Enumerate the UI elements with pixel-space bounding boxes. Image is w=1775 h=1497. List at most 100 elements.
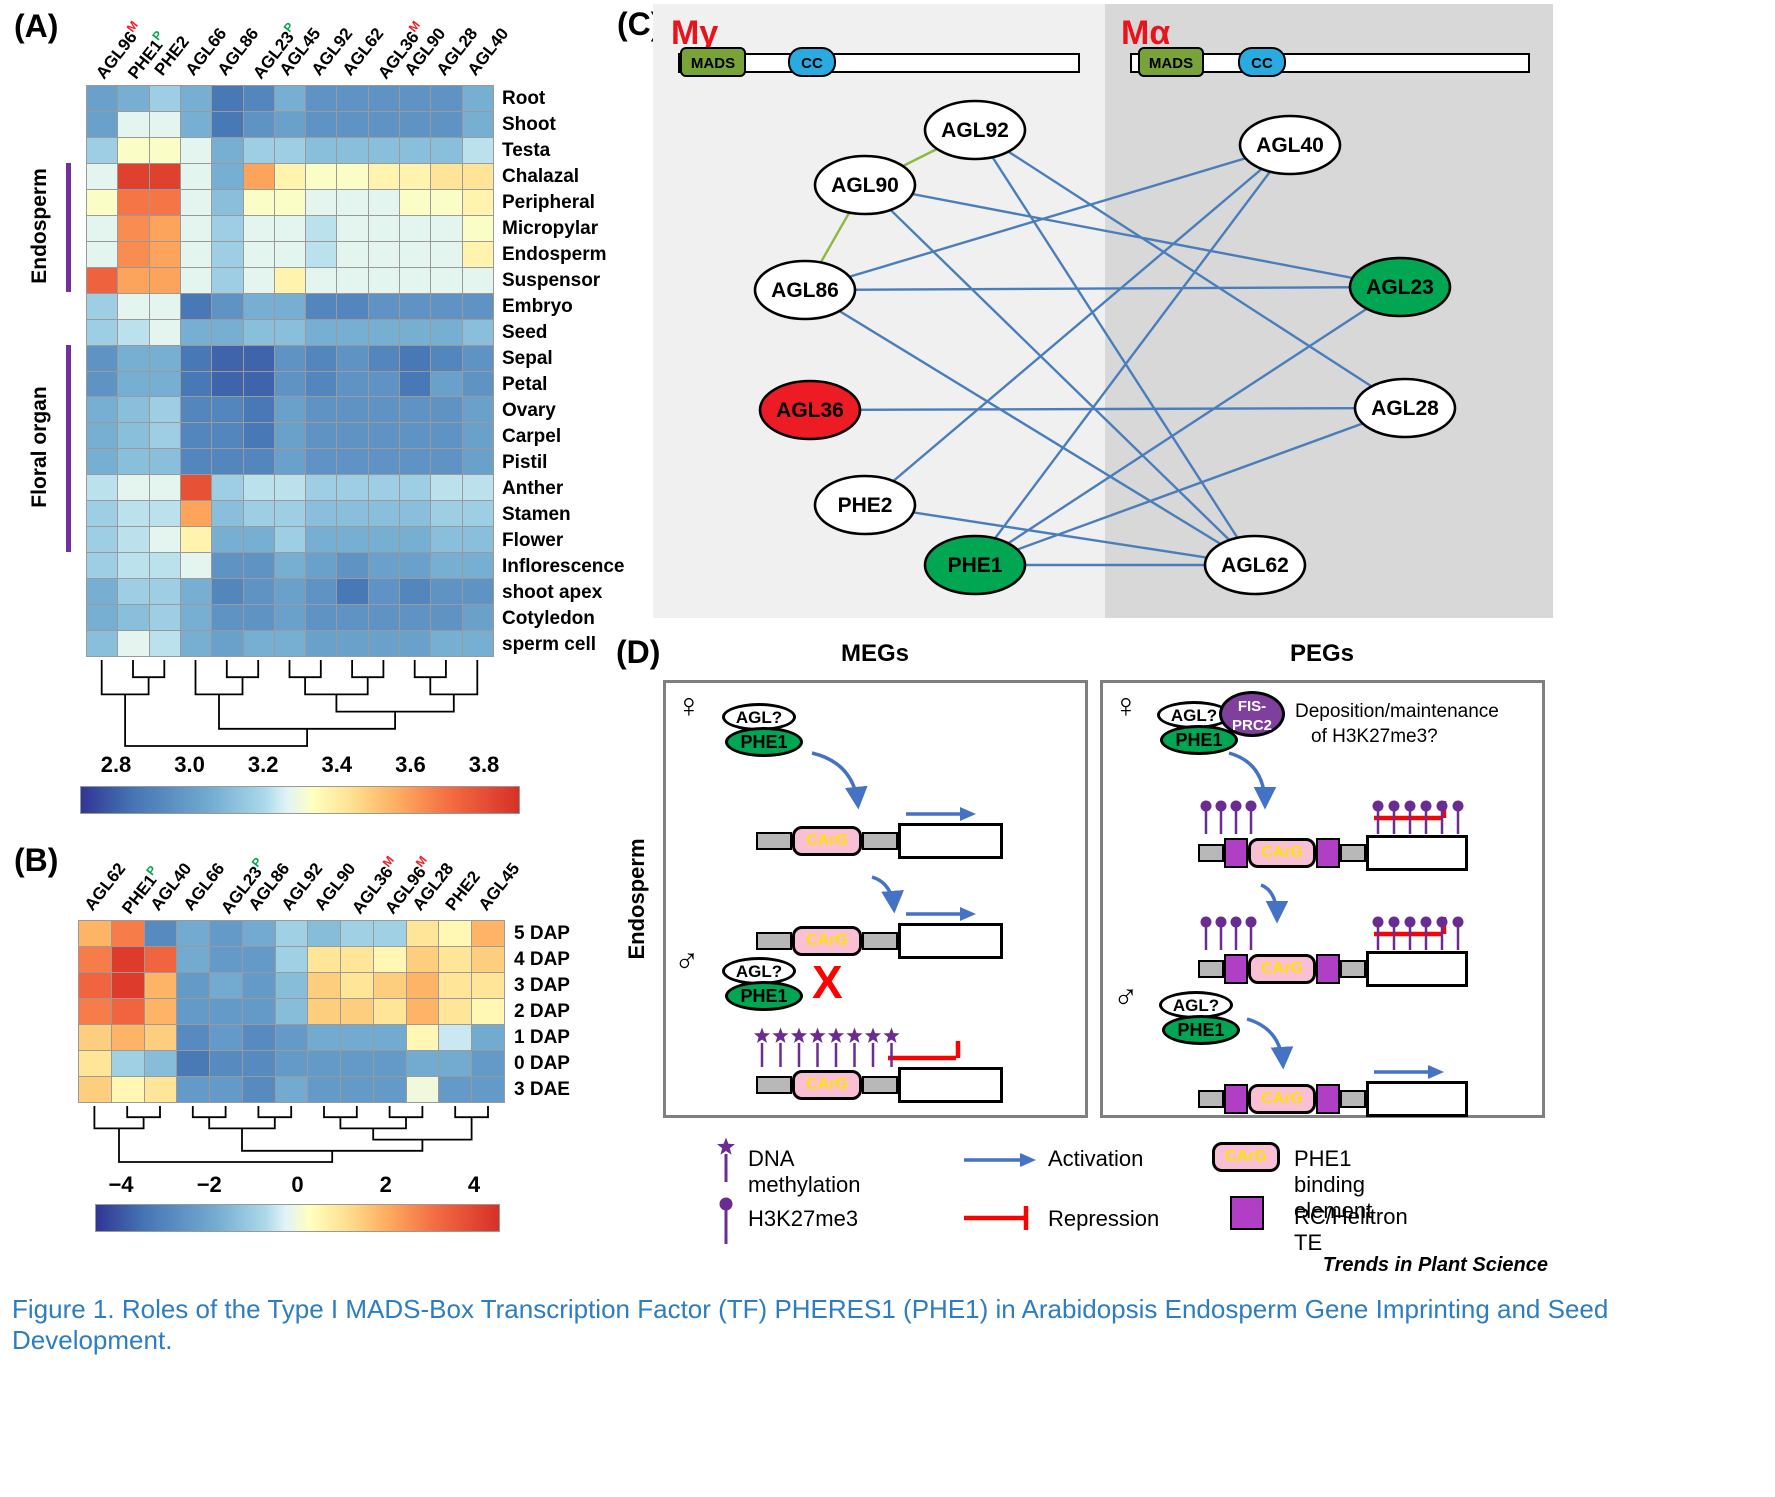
- heatmap-cell: [308, 947, 341, 972]
- heatmap-cell: [180, 631, 212, 656]
- heatmap-cell: [306, 475, 337, 501]
- heatmap-cell: [439, 947, 472, 972]
- megs-title: MEGs: [840, 640, 909, 667]
- heatmap-cell: [275, 1051, 308, 1076]
- dna-spacer: [1340, 960, 1366, 978]
- heatmap-cell: [373, 1077, 406, 1102]
- heatmap-cell: [400, 449, 431, 475]
- heatmap-cell: [212, 605, 243, 631]
- heatmap-cell: [400, 423, 431, 449]
- heatmap-cell: [242, 947, 275, 972]
- heatmap-cell: [400, 86, 431, 111]
- dna-spacer: [862, 1076, 898, 1094]
- repression-icon: [964, 1206, 1029, 1230]
- heatmap-cell: [431, 215, 462, 241]
- heatmap-cell: [400, 267, 431, 293]
- gene-node-label: AGL36: [776, 399, 844, 422]
- colorbar-tick-label: 0: [291, 1172, 304, 1197]
- interaction-edge: [974, 406, 1406, 567]
- heatmap-cell: [472, 921, 504, 946]
- gene-node: [813, 474, 917, 536]
- heatmap-cell: [87, 241, 118, 267]
- gene-node-label: AGL40: [1256, 134, 1324, 157]
- heatmap-cell: [274, 475, 306, 501]
- row-label: Seed: [502, 322, 548, 343]
- row-label: 1 DAP: [514, 1027, 570, 1048]
- heatmap-cell: [180, 293, 212, 319]
- heatmap-cell: [472, 947, 504, 972]
- heatmap-cell: [243, 267, 274, 293]
- row-label: Anther: [502, 478, 564, 499]
- heatmap-cell: [79, 921, 111, 946]
- heatmap-cell: [180, 137, 212, 163]
- colorbar-tick-label: 3.8: [468, 752, 500, 777]
- heatmap-cell: [180, 423, 212, 449]
- heatmap-cell: [308, 1077, 341, 1102]
- row-label: 2 DAP: [514, 1001, 570, 1022]
- row-label: 3 DAP: [514, 975, 570, 996]
- heatmap-cell: [431, 319, 462, 345]
- heatmap-cell: [212, 345, 243, 371]
- helitron-te-box: [1224, 838, 1248, 868]
- heatmap-cell: [212, 423, 243, 449]
- heatmap-cell: [400, 293, 431, 319]
- heatmap-cell: [472, 973, 504, 998]
- gene-body: [898, 823, 1003, 859]
- heatmap-cell: [118, 397, 149, 423]
- dna-spacer: [862, 832, 898, 850]
- heatmap-cell: [243, 449, 274, 475]
- panel-a-heatmap: [86, 85, 494, 657]
- heatmap-cell: [243, 215, 274, 241]
- heatmap-cell: [212, 553, 243, 579]
- heatmap-cell: [462, 215, 493, 241]
- heatmap-cell: [118, 371, 149, 397]
- heatmap-cell: [87, 345, 118, 371]
- heatmap-cell: [306, 579, 337, 605]
- colorbar-tick-label: 4: [467, 1172, 481, 1197]
- heatmap-cell: [242, 1025, 275, 1050]
- heatmap-cell: [177, 921, 210, 946]
- heatmap-cell: [180, 189, 212, 215]
- carg-element: CArG: [792, 826, 862, 856]
- carg-element: CArG: [792, 926, 862, 956]
- heatmap-cell: [341, 999, 373, 1024]
- heatmap-cell: [274, 163, 306, 189]
- heatmap-cell: [373, 999, 406, 1024]
- heatmap-cell: [400, 553, 431, 579]
- row-label: Chalazal: [502, 166, 580, 187]
- heatmap-cell: [144, 1051, 177, 1076]
- heatmap-cell: [275, 947, 308, 972]
- heatmap-cell: [212, 579, 243, 605]
- interaction-network: AGL92 AGL90 AGL86 AGL36 PHE2 PHE1 AGL40 AGL23 AG…: [753, 99, 1457, 596]
- heatmap-cell: [242, 999, 275, 1024]
- heatmap-cell: [406, 1025, 439, 1050]
- row-label: Carpel: [502, 426, 562, 447]
- heatmap-cell: [274, 111, 306, 137]
- heatmap-cell: [306, 631, 337, 656]
- heatmap-cell: [306, 293, 337, 319]
- heatmap-cell: [337, 449, 368, 475]
- heatmap-cell: [462, 241, 493, 267]
- dna-spacer: [756, 932, 792, 950]
- heatmap-cell: [149, 527, 180, 553]
- heatmap-cell: [431, 371, 462, 397]
- heatmap-cell: [212, 527, 243, 553]
- blocked-binding-x: X: [812, 956, 843, 1008]
- heatmap-cell: [180, 86, 212, 111]
- activation-arrow-icon: [1374, 1065, 1444, 1079]
- heatmap-cell: [431, 111, 462, 137]
- heatmap-cell: [306, 319, 337, 345]
- legend-label: DNA methylation: [748, 1146, 861, 1197]
- heatmap-cell: [368, 423, 400, 449]
- heatmap-cell: [212, 631, 243, 656]
- heatmap-cell: [337, 553, 368, 579]
- heatmap-cell: [149, 86, 180, 111]
- gene-node-label: AGL23: [1366, 276, 1434, 299]
- gene-node-label: PHE2: [838, 494, 893, 517]
- heatmap-cell: [462, 605, 493, 631]
- heatmap-cell: [111, 921, 144, 946]
- colorbar-tick-label: 2: [379, 1172, 392, 1197]
- legend-label: Activation: [1048, 1146, 1144, 1171]
- heatmap-cell: [274, 267, 306, 293]
- heatmap-cell: [243, 579, 274, 605]
